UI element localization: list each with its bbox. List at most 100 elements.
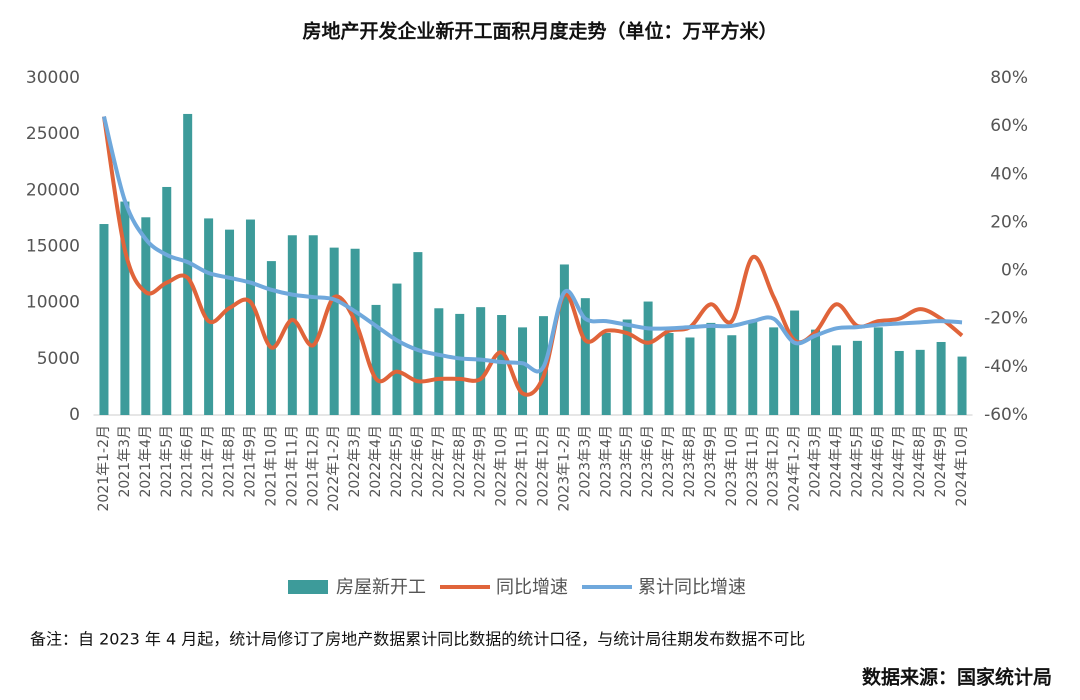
x-tick-label: 2023年4月 [598, 425, 614, 498]
x-tick-label: 2024年7月 [891, 425, 907, 498]
note: 备注：自 2023 年 4 月起，统计局修订了房地产数据累计同比数据的统计口径，… [30, 630, 805, 649]
bar [266, 261, 276, 415]
bar [183, 113, 193, 416]
y-tick-label: 15000 [26, 237, 80, 257]
y-tick-label: 25000 [26, 124, 80, 144]
x-tick-label: 2024年9月 [933, 425, 949, 498]
y-tick-label: 0 [69, 405, 80, 425]
x-tick-label: 2024年4月 [828, 425, 844, 498]
bar [936, 341, 946, 415]
bar [350, 248, 360, 415]
bar [873, 327, 883, 415]
x-tick-label: 2021年12月 [305, 425, 321, 506]
x-tick-label: 2021年3月 [117, 425, 133, 498]
x-tick-label: 2021年4月 [138, 425, 154, 498]
x-tick-label: 2024年8月 [912, 425, 928, 498]
x-tick-label: 2021年11月 [284, 425, 300, 506]
x-tick-label: 2021年10月 [263, 425, 279, 506]
bar [915, 349, 925, 415]
bar [455, 313, 465, 415]
y2-tick-label: -20% [984, 309, 1028, 329]
chart-title: 房地产开发企业新开工面积月度走势（单位：万平方米） [302, 20, 777, 43]
y2-tick-label: 60% [990, 116, 1028, 136]
x-tick-label: 2024年5月 [849, 425, 865, 498]
x-tick-label: 2023年1-2月 [556, 425, 572, 512]
bar [790, 310, 800, 415]
bar [769, 327, 779, 415]
bar [852, 340, 862, 415]
y2-tick-label: -40% [984, 357, 1028, 377]
bar [413, 252, 423, 415]
bar [580, 298, 590, 415]
y2-tick-label: 80% [990, 68, 1028, 88]
x-tick-label: 2022年12月 [535, 425, 551, 506]
x-tick-label: 2022年3月 [347, 425, 363, 498]
bar [643, 301, 653, 415]
x-tick-label: 2021年5月 [159, 425, 175, 498]
x-tick-label: 2023年7月 [661, 425, 677, 498]
bar [245, 219, 255, 415]
x-tick-label: 2023年5月 [619, 425, 635, 498]
bar [727, 335, 737, 415]
bar [957, 356, 967, 415]
bar [434, 308, 444, 415]
bar [622, 319, 632, 415]
line [101, 116, 964, 397]
bar [162, 186, 172, 415]
x-tick-label: 2021年8月 [222, 425, 238, 498]
x-tick-label: 2023年11月 [745, 425, 761, 506]
bar [99, 224, 109, 415]
y-tick-label: 30000 [26, 68, 80, 88]
x-tick-label: 2024年6月 [870, 425, 886, 498]
x-tick-label: 2022年4月 [368, 425, 384, 498]
bar [204, 218, 214, 415]
x-tick-label: 2023年3月 [577, 425, 593, 498]
x-tick-label: 2021年1-2月 [96, 425, 112, 512]
legend-swatch [288, 580, 328, 594]
bar [120, 201, 130, 415]
bar [141, 217, 151, 415]
bar [601, 332, 611, 415]
x-tick-label: 2022年1-2月 [326, 425, 342, 512]
x-tick-label: 2021年9月 [242, 425, 258, 498]
bar [811, 329, 821, 415]
x-tick-label: 2023年8月 [682, 425, 698, 498]
legend-label: 累计同比增速 [638, 577, 746, 598]
x-tick-label: 2023年9月 [703, 425, 719, 498]
bar [706, 322, 716, 415]
x-tick-label: 2023年10月 [724, 425, 740, 506]
x-tick-label: 2022年9月 [473, 425, 489, 498]
bar [664, 332, 674, 415]
x-tick-label: 2023年12月 [766, 425, 782, 506]
y2-tick-label: 0% [1001, 261, 1028, 281]
bar [329, 247, 339, 415]
bar [497, 315, 507, 415]
legend-label: 房屋新开工 [336, 577, 426, 598]
bar [894, 350, 904, 415]
x-tick-label: 2022年10月 [494, 425, 510, 506]
x-tick-label: 2022年5月 [389, 425, 405, 498]
y2-tick-label: -60% [984, 405, 1028, 425]
y-tick-label: 5000 [37, 349, 80, 369]
x-tick-label: 2024年1-2月 [787, 425, 803, 512]
y2-tick-label: 20% [990, 212, 1028, 232]
bar [685, 337, 695, 415]
x-tick-label: 2021年7月 [201, 425, 217, 498]
source: 数据来源：国家统计局 [862, 666, 1052, 689]
legend-label: 同比增速 [496, 577, 568, 598]
bar [392, 283, 402, 415]
x-tick-label: 2022年6月 [410, 425, 426, 498]
line [102, 116, 963, 374]
x-tick-label: 2021年6月 [180, 425, 196, 498]
y-tick-label: 10000 [26, 293, 80, 313]
y-tick-label: 20000 [26, 180, 80, 200]
bar [559, 264, 569, 415]
x-tick-label: 2022年7月 [431, 425, 447, 498]
bar [518, 327, 528, 415]
bar [371, 304, 381, 415]
y2-tick-label: 40% [990, 164, 1028, 184]
x-tick-label: 2024年3月 [808, 425, 824, 498]
bar [225, 229, 235, 415]
